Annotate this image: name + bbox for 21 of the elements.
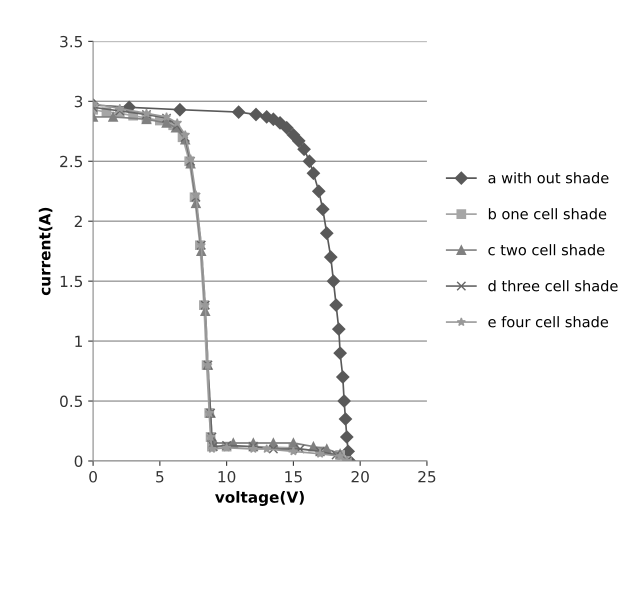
legend-label: e four cell shade bbox=[488, 316, 608, 328]
x-tick-label: 5 bbox=[156, 471, 164, 483]
y-tick-label: 1 bbox=[75, 336, 82, 347]
legend-label: b one cell shade bbox=[488, 208, 606, 220]
x-axis-title: voltage(V) bbox=[215, 491, 304, 506]
y-tick-label: 3.5 bbox=[60, 36, 82, 48]
legend-label: d three cell shade bbox=[488, 280, 618, 292]
y-tick-label: 2 bbox=[74, 216, 82, 228]
legend-label: a with out shade bbox=[488, 172, 608, 184]
legend-label: c two cell shade bbox=[488, 244, 604, 256]
x-tick-label: 15 bbox=[285, 471, 302, 483]
y-tick-label: 0.5 bbox=[60, 396, 82, 408]
y-axis-title: current(A) bbox=[38, 208, 52, 296]
x-tick-label: 10 bbox=[218, 470, 236, 483]
x-tick-label: 0 bbox=[89, 470, 97, 483]
x-tick-label: 20 bbox=[352, 470, 369, 483]
y-tick-label: 1.5 bbox=[60, 276, 82, 288]
x-tick-label: 25 bbox=[418, 470, 436, 483]
y-tick-label: 0 bbox=[74, 455, 82, 467]
y-tick-label: 3 bbox=[74, 96, 82, 108]
y-tick-label: 2.5 bbox=[60, 156, 82, 168]
